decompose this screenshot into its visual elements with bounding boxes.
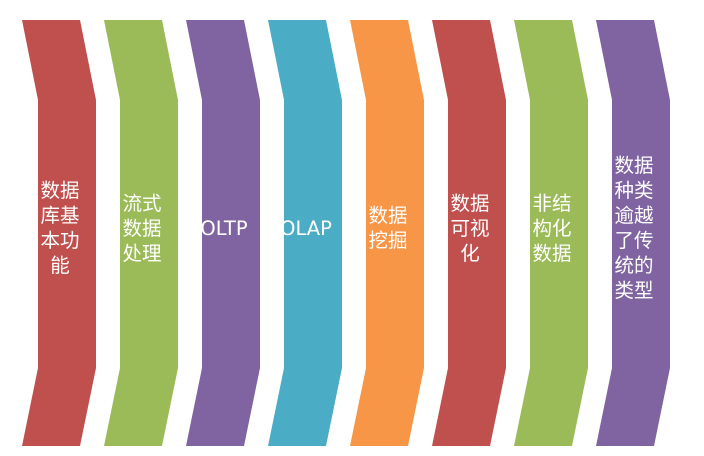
chevron-panel-5: [350, 20, 424, 446]
chevron-panel-8: [596, 20, 670, 446]
chevron-panel-1: [22, 20, 96, 446]
chevron-panel-2: [104, 20, 178, 446]
chevron-panel-7: [514, 20, 588, 446]
chevron-panel-4: [268, 20, 342, 446]
chevron-panel-3: [186, 20, 260, 446]
chevron-panel-6: [432, 20, 506, 446]
